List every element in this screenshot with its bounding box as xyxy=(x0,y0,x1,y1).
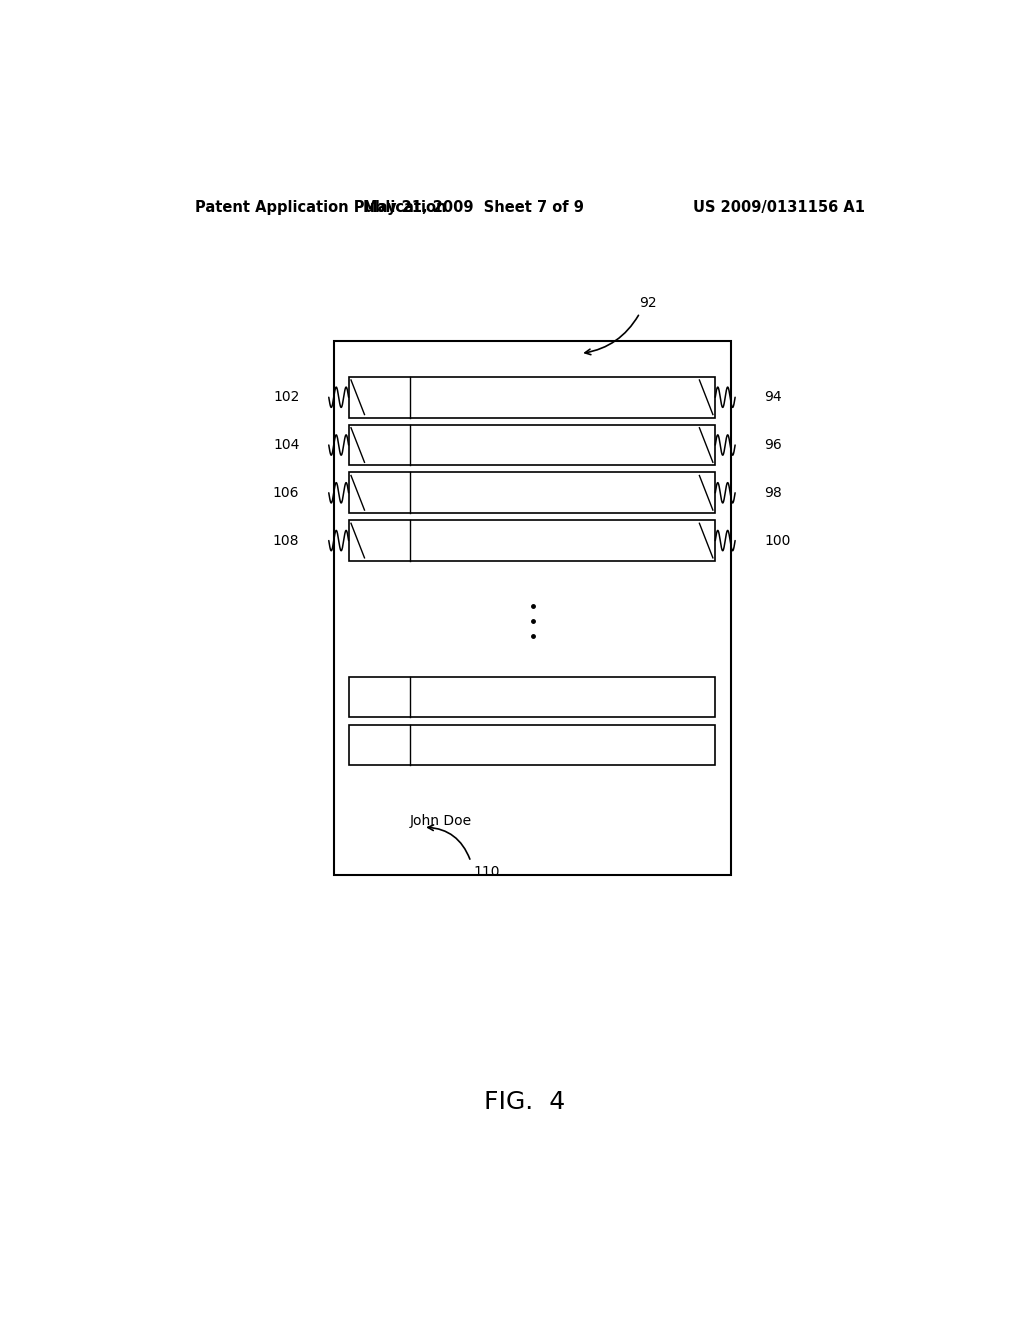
Text: 104: 104 xyxy=(273,438,299,451)
Text: May 21, 2009  Sheet 7 of 9: May 21, 2009 Sheet 7 of 9 xyxy=(362,199,584,215)
Text: 98: 98 xyxy=(765,486,782,500)
Bar xyxy=(348,725,715,766)
Text: 106: 106 xyxy=(273,486,299,500)
Text: Patent Application Publication: Patent Application Publication xyxy=(196,199,446,215)
Text: FIG.  4: FIG. 4 xyxy=(484,1089,565,1114)
Text: 94: 94 xyxy=(765,391,782,404)
Text: 96: 96 xyxy=(765,438,782,451)
Bar xyxy=(348,378,715,417)
Text: John Doe: John Doe xyxy=(410,814,472,828)
Text: 100: 100 xyxy=(765,533,791,548)
Text: 108: 108 xyxy=(273,533,299,548)
Bar xyxy=(334,342,731,875)
Text: 102: 102 xyxy=(273,391,299,404)
Text: 110: 110 xyxy=(473,865,500,879)
Bar xyxy=(348,425,715,466)
Bar xyxy=(348,520,715,561)
Bar xyxy=(348,473,715,513)
Text: 92: 92 xyxy=(639,296,656,310)
Bar xyxy=(348,677,715,718)
Text: US 2009/0131156 A1: US 2009/0131156 A1 xyxy=(693,199,864,215)
